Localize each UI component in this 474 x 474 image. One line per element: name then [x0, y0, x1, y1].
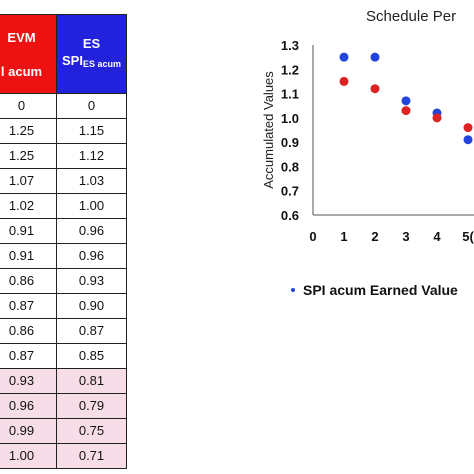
spi-table: EVM l acum ES SPIES acum 0 0 1.25 1.15 1.25 1…: [0, 14, 127, 469]
y-tick-label: 1.2: [281, 62, 299, 77]
evm-cell: 1.00: [0, 443, 57, 469]
evm-header: EVM l acum: [0, 14, 57, 94]
table-row: 1.25 1.15: [0, 118, 127, 144]
table-row: 1.00 0.71: [0, 443, 127, 469]
es-header-spi: SPI: [62, 53, 83, 68]
data-point: [370, 52, 380, 62]
es-cell: 0.96: [56, 243, 127, 269]
evm-cell: 0.86: [0, 318, 57, 344]
x-tick-label: 0: [309, 229, 316, 244]
table-row: 0.86 0.93: [0, 268, 127, 294]
es-header: ES SPIES acum: [56, 14, 127, 94]
es-cell: 0.79: [56, 393, 127, 419]
evm-cell: 1.07: [0, 168, 57, 194]
data-point: [370, 84, 380, 94]
y-tick-label: 1.0: [281, 111, 299, 126]
table-row: 0.87 0.85: [0, 343, 127, 369]
table-row: 0.91 0.96: [0, 243, 127, 269]
es-cell: 0.75: [56, 418, 127, 444]
x-tick-label: 5(: [462, 229, 474, 244]
evm-cell: 1.02: [0, 193, 57, 219]
evm-header-sub: l acum: [0, 63, 43, 79]
evm-cell: 0.87: [0, 343, 57, 369]
evm-cell: 0.87: [0, 293, 57, 319]
table-row: 0.96 0.79: [0, 393, 127, 419]
table-row: 1.25 1.12: [0, 143, 127, 169]
es-cell: 0.90: [56, 293, 127, 319]
chart-title: Schedule Per: [366, 8, 456, 25]
es-header-title: ES: [82, 36, 101, 51]
es-cell: 1.00: [56, 193, 127, 219]
x-tick-label: 4: [433, 229, 441, 244]
x-tick-label: 3: [402, 229, 409, 244]
data-point: [339, 52, 349, 62]
table-row: 1.02 1.00: [0, 193, 127, 219]
y-axis-label: Accumulated Values: [261, 71, 276, 189]
es-cell: 0.87: [56, 318, 127, 344]
es-header-sub: ES acum: [82, 59, 121, 69]
es-cell: 0.71: [56, 443, 127, 469]
evm-cell: 1.25: [0, 143, 57, 169]
table-row: 0.99 0.75: [0, 418, 127, 444]
table-row: 0.87 0.90: [0, 293, 127, 319]
data-point: [339, 76, 349, 86]
evm-cell: 0.91: [0, 243, 57, 269]
y-tick-label: 1.3: [281, 38, 299, 53]
data-point: [401, 96, 411, 106]
evm-cell: 0.93: [0, 368, 57, 394]
data-point: [432, 113, 442, 123]
y-tick-label: 0.8: [281, 159, 299, 174]
evm-cell: 0.86: [0, 268, 57, 294]
table-row: 0.93 0.81: [0, 368, 127, 394]
y-tick-label: 0.6: [281, 208, 299, 223]
evm-cell: 0.99: [0, 418, 57, 444]
evm-header-title: EVM: [7, 29, 36, 45]
data-point: [463, 123, 473, 133]
es-cell: 1.12: [56, 143, 127, 169]
x-tick-label: 1: [340, 229, 347, 244]
data-point: [463, 135, 473, 145]
y-tick-label: 0.9: [281, 135, 299, 150]
es-cell: 0.93: [56, 268, 127, 294]
y-tick-label: 0.7: [281, 184, 299, 199]
table-row: 0.86 0.87: [0, 318, 127, 344]
evm-cell: 1.25: [0, 118, 57, 144]
es-cell: 0.81: [56, 368, 127, 394]
legend-marker: [291, 288, 295, 292]
data-point: [401, 106, 411, 116]
es-cell: 1.15: [56, 118, 127, 144]
x-tick-label: 2: [371, 229, 378, 244]
legend-label: SPI acum Earned Value: [303, 282, 458, 298]
y-tick-label: 1.1: [281, 87, 299, 102]
